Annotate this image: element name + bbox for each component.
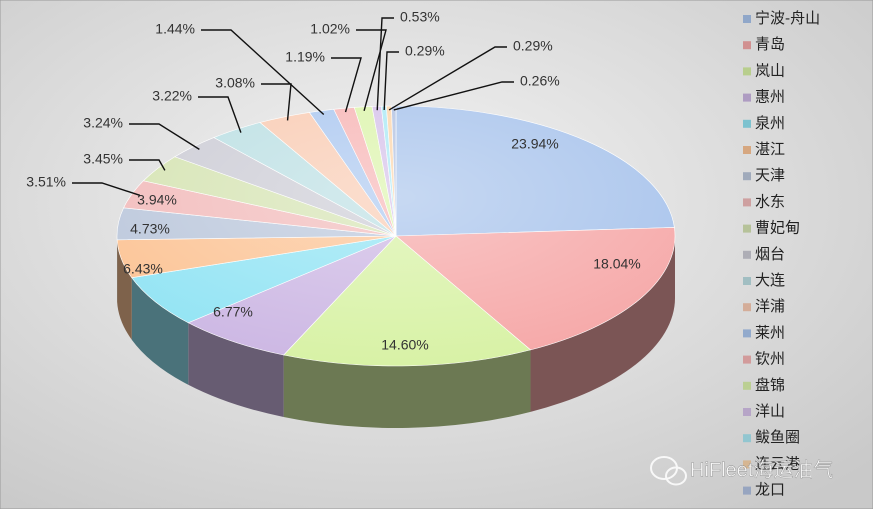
value-label: 3.51% [26,174,66,190]
legend-marker [743,381,751,390]
value-label: 3.94% [137,192,177,208]
leader-line [201,29,325,115]
legend-marker [743,119,751,128]
leader-line [376,17,394,111]
legend-label: 连云港 [755,454,800,472]
value-label: 0.26% [520,73,560,89]
leader-line [72,182,141,196]
legend-label: 洋浦 [755,297,785,315]
value-label: 0.29% [513,38,553,54]
legend-label: 洋山 [755,402,785,420]
value-label: 14.60% [381,337,428,353]
value-label: 0.53% [400,9,440,25]
legend-marker [743,460,751,469]
leader-line [383,51,399,111]
legend-marker [743,93,751,102]
leader-line [331,57,362,113]
value-label: 6.77% [213,304,253,320]
legend-marker [743,303,751,312]
legend-label: 惠州 [755,88,785,106]
legend-marker [743,15,751,23]
value-label: 4.73% [130,221,170,237]
legend-label: 天津 [755,166,785,184]
legend-label: 曹妃甸 [755,219,800,237]
watermark-text: HiFleet海运油气 [690,458,833,481]
value-label: 3.08% [215,75,255,91]
legend-label: 烟台 [755,245,785,263]
value-label: 1.44% [155,21,195,37]
legend-marker [743,355,751,364]
legend-marker [743,408,751,416]
legend-marker [743,224,751,233]
leader-line [388,46,507,111]
leader-line [393,81,514,111]
legend-marker [743,486,751,495]
value-label: 3.45% [83,151,123,167]
leader-line [129,123,200,150]
value-labels: 23.94% 18.04% 14.60% 6.77% 6.43% 4.73% 3.94% 3.… [26,9,640,353]
legend-marker [743,277,751,285]
legend-marker [743,41,751,50]
value-label: 23.94% [511,136,558,152]
pie-tops [116,105,676,367]
leader-line [356,29,387,111]
value-label: 0.29% [405,43,445,59]
legend-marker [743,329,751,338]
legend-label: 宁波-舟山 [755,9,820,27]
value-label: 1.19% [285,49,325,65]
leader-line [198,96,242,133]
watermark: HiFleet海运油气 [650,456,834,486]
value-label: 6.43% [123,261,163,277]
value-label: 18.04% [593,256,640,272]
legend-marker [743,250,751,259]
legend-label: 盘锦 [755,376,785,394]
legend-marker [743,67,751,76]
legend-marker [743,198,751,207]
value-label: 3.24% [83,115,123,131]
legend-marker [743,172,751,181]
legend-label: 钦州 [755,350,785,368]
value-label: 1.02% [310,21,350,37]
legend-label: 鲅鱼圈 [755,428,800,446]
legend-marker [743,434,751,443]
legend-label: 湛江 [755,140,785,158]
legend-marker [743,146,751,154]
leader-line [129,159,166,171]
watermark-icon [665,466,687,486]
legend-label: 岚山 [755,61,785,79]
legend: 宁波-舟山青岛岚山惠州泉州湛江天津水东曹妃甸烟台大连洋浦莱州钦州盘锦洋山鲅鱼圈连… [743,9,820,499]
legend-label: 莱州 [755,323,785,341]
legend-label: 大连 [755,271,785,289]
slice-side [283,349,531,428]
legend-label: 青岛 [755,35,785,53]
value-label: 3.22% [152,88,192,104]
legend-label: 水东 [755,192,785,210]
legend-label: 龙口 [755,481,785,499]
legend-label: 泉州 [755,114,785,132]
